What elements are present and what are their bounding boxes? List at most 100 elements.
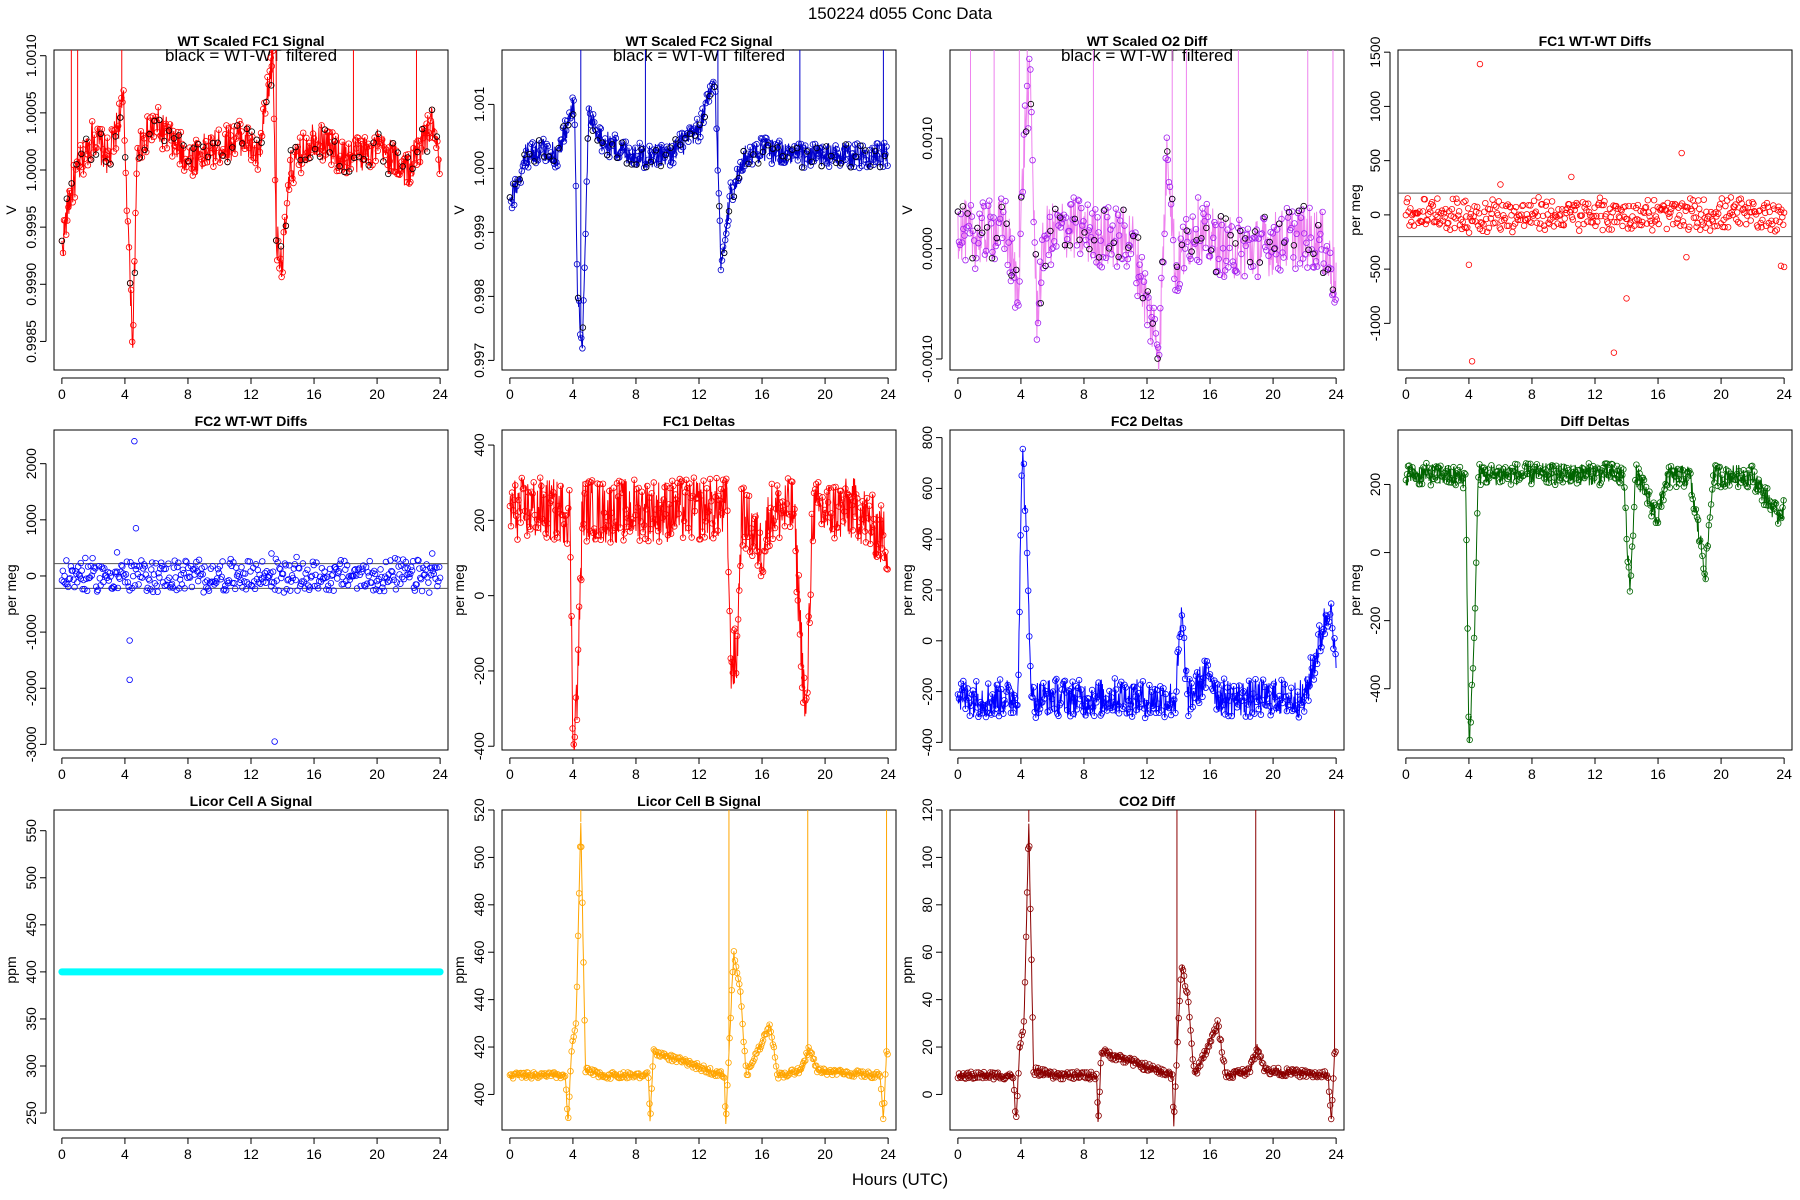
data-point <box>555 502 562 510</box>
data-point <box>662 510 669 518</box>
data-point <box>373 577 381 585</box>
data-point <box>848 502 856 509</box>
data-point <box>732 670 740 677</box>
y-axis-label: per meg <box>1347 184 1363 235</box>
data-point <box>1756 482 1763 489</box>
data-point <box>156 574 163 581</box>
data-point <box>1135 689 1142 697</box>
y-tick-label: -400 <box>471 732 487 760</box>
filtered-point <box>1003 220 1010 227</box>
filtered-point <box>618 139 626 146</box>
data-point <box>1160 685 1167 692</box>
data-point <box>1195 258 1203 265</box>
data-point <box>1260 683 1268 691</box>
data-point <box>1306 204 1313 212</box>
data-point <box>1154 344 1162 351</box>
data-point <box>405 150 412 158</box>
data-point <box>789 478 796 485</box>
y-tick-label: -500 <box>1367 255 1383 283</box>
data-point <box>1256 1053 1263 1061</box>
data-point <box>1627 572 1635 579</box>
data-point <box>1480 221 1487 228</box>
data-point <box>845 141 852 148</box>
data-point <box>987 709 994 716</box>
data-point <box>1742 204 1749 211</box>
data-point <box>1569 216 1577 223</box>
data-point <box>1619 222 1626 230</box>
data-point <box>537 147 544 154</box>
data-point <box>1250 690 1257 697</box>
data-point <box>806 1047 813 1055</box>
y-tick-label: 400 <box>23 960 39 984</box>
data-point <box>593 532 600 539</box>
data-point <box>1292 1066 1299 1074</box>
data-point <box>1172 1083 1179 1090</box>
filtered-point <box>511 180 518 188</box>
x-tick-label: 12 <box>1139 1146 1155 1162</box>
data-point <box>1219 245 1227 252</box>
data-point <box>328 161 335 168</box>
data-point <box>621 530 628 537</box>
data-point <box>1086 224 1094 231</box>
data-point <box>1088 210 1096 217</box>
data-point <box>426 589 433 596</box>
data-point <box>1021 102 1029 109</box>
data-point <box>1767 506 1774 513</box>
data-point <box>423 120 430 127</box>
y-axis-label: V <box>451 205 467 215</box>
data-point <box>975 239 982 247</box>
data-point <box>667 530 675 537</box>
data-point <box>1662 480 1669 488</box>
data-point <box>401 564 409 572</box>
data-point <box>219 558 226 565</box>
data-point <box>363 580 371 587</box>
data-point <box>972 265 979 272</box>
data-point <box>1201 218 1208 225</box>
data-point <box>783 500 791 507</box>
data-point <box>1299 1072 1307 1080</box>
data-point <box>1001 697 1008 704</box>
data-point <box>828 510 835 517</box>
filtered-point <box>628 161 635 168</box>
plot-area <box>506 810 891 1125</box>
data-point <box>855 532 862 540</box>
plot-area <box>1402 60 1788 365</box>
data-point <box>1468 681 1476 689</box>
data-point <box>1089 251 1097 259</box>
data-point <box>1623 535 1630 543</box>
data-point <box>1745 199 1753 206</box>
x-tick-label: 4 <box>1017 766 1025 782</box>
data-point <box>741 533 748 541</box>
data-point <box>245 144 253 152</box>
data-point <box>1180 972 1188 980</box>
filtered-point <box>755 160 762 167</box>
data-point <box>303 575 310 582</box>
plot-area <box>954 810 1339 1127</box>
data-point <box>150 571 158 578</box>
data-point <box>804 1051 811 1058</box>
data-point <box>717 266 725 274</box>
data-point <box>1520 472 1527 479</box>
x-tick-label: 24 <box>432 1146 448 1162</box>
data-point <box>868 528 875 536</box>
data-point <box>1174 287 1181 294</box>
data-point <box>1574 201 1581 208</box>
filtered-point <box>964 210 971 217</box>
data-point <box>863 163 871 171</box>
data-point <box>1173 688 1180 695</box>
data-point <box>770 1043 778 1051</box>
data-point <box>1193 256 1201 264</box>
data-point <box>813 1062 820 1069</box>
data-point <box>393 579 400 586</box>
data-point <box>1635 465 1642 472</box>
data-point <box>1750 478 1757 486</box>
data-point <box>1016 278 1023 285</box>
data-point <box>1215 691 1222 698</box>
data-point <box>1074 684 1082 692</box>
data-point <box>79 163 86 171</box>
data-point <box>1230 262 1237 269</box>
y-tick-label: 0.997 <box>471 343 487 378</box>
